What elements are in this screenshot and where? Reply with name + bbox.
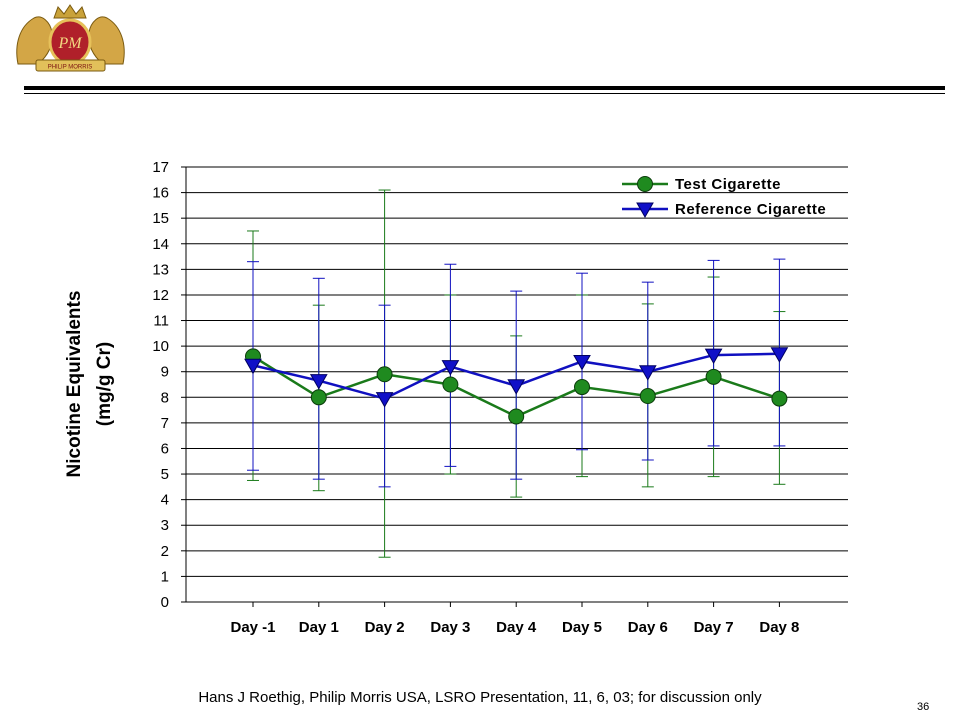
crest-monogram: PM	[57, 35, 83, 52]
test-point	[376, 366, 393, 383]
y-tick-label: 1	[161, 568, 169, 585]
reference-point	[638, 365, 657, 381]
test-point	[508, 408, 525, 425]
legend: Test Cigarette Reference Cigarette	[622, 176, 826, 219]
x-tick-label: Day 6	[628, 619, 668, 636]
footer-citation: Hans J Roethig, Philip Morris USA, LSRO …	[198, 689, 762, 706]
y-tick-label: 13	[152, 261, 169, 278]
x-tick-label: Day -1	[230, 619, 275, 636]
axis-label-layer: Nicotine Equivalents (mg/g Cr)	[64, 291, 115, 478]
legend-test-marker	[637, 176, 653, 192]
x-tick-label: Day 2	[365, 619, 405, 636]
philip-morris-logo: PM PHILIP MORRIS	[16, 4, 125, 72]
test-point	[574, 379, 590, 396]
y-tick-label: 7	[161, 415, 169, 432]
y-tick-label: 8	[161, 389, 169, 406]
y-tick-label: 16	[152, 185, 169, 202]
reference-point	[375, 392, 394, 408]
y-tick-label: 6	[161, 440, 169, 457]
y-tick-label: 11	[153, 313, 169, 330]
y-tick-label: 9	[161, 364, 169, 381]
crown-shape	[53, 4, 87, 19]
y-axis-label-line2: (mg/g Cr)	[94, 342, 115, 426]
y-tick-label: 3	[161, 517, 169, 534]
reference-point	[507, 379, 526, 395]
y-tick-label: 2	[161, 543, 169, 560]
reference-point	[704, 348, 723, 365]
reference-point	[244, 358, 262, 375]
reference-point	[573, 354, 591, 371]
reference-point	[441, 360, 460, 376]
legend-reference-label: Reference Cigarette	[675, 201, 826, 218]
x-tick-label: Day 5	[562, 619, 602, 636]
x-tick-label: Day 3	[430, 619, 470, 636]
header-rule-thin	[24, 93, 945, 94]
y-tick-label: 5	[161, 466, 169, 483]
test-point	[442, 376, 459, 393]
y-tick-label: 0	[161, 594, 169, 611]
y-tick-label: 12	[152, 287, 169, 304]
marker-layer	[244, 347, 789, 425]
reference-point	[770, 347, 789, 363]
y-tick-label: 17	[152, 159, 169, 176]
y-tick-label: 15	[152, 210, 169, 227]
errorbar-layer	[247, 189, 786, 558]
test-point	[310, 389, 327, 406]
page-number: 36	[917, 701, 930, 713]
reference-point	[309, 374, 328, 390]
right-lion-shape	[88, 16, 125, 65]
x-tick-label: Day 1	[299, 619, 339, 636]
y-tick-label: 14	[152, 236, 169, 253]
legend-test-label: Test Cigarette	[675, 176, 781, 193]
y-tick-label: 10	[152, 338, 169, 355]
crest-banner	[35, 59, 106, 72]
x-tick-label: Day 7	[694, 619, 734, 636]
crest-banner-text: PHILIP MORRIS	[48, 65, 93, 71]
y-tick-label: 4	[161, 492, 169, 509]
test-point	[639, 388, 656, 405]
test-point	[705, 368, 722, 385]
legend-reference-marker	[636, 202, 654, 219]
header-rule-thick	[24, 86, 945, 90]
y-axis-label-line1: Nicotine Equivalents	[64, 291, 85, 478]
left-lion-shape	[16, 16, 53, 65]
x-tick-label: Day 4	[496, 619, 537, 636]
x-tick-label: Day 8	[759, 619, 799, 636]
test-point	[771, 390, 788, 407]
